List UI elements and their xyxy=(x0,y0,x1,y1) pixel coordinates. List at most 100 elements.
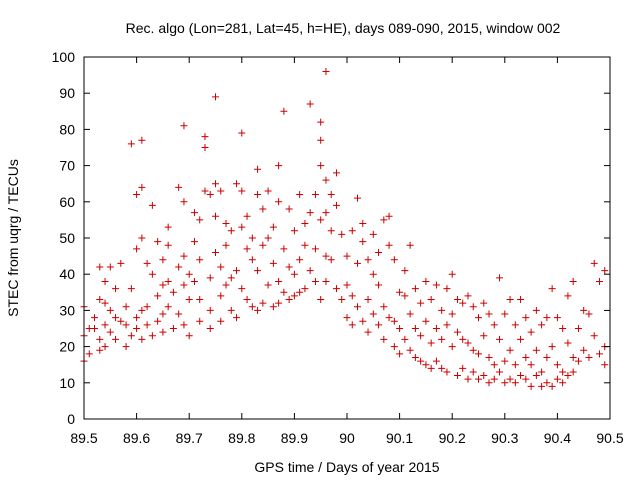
data-point xyxy=(248,303,256,311)
data-point xyxy=(354,194,362,202)
data-point xyxy=(301,285,309,293)
data-point xyxy=(601,267,609,275)
x-tick-label: 90.4 xyxy=(544,430,571,446)
data-point xyxy=(490,375,498,383)
data-point xyxy=(138,183,146,191)
data-point xyxy=(480,372,488,380)
data-point xyxy=(411,325,419,332)
data-point xyxy=(301,220,309,228)
data-point xyxy=(233,267,241,275)
data-point xyxy=(595,350,603,358)
data-point xyxy=(138,234,146,242)
data-point xyxy=(438,364,446,372)
data-point xyxy=(222,281,230,289)
data-point xyxy=(275,162,283,170)
data-point xyxy=(475,314,482,322)
data-point xyxy=(548,285,556,293)
data-point xyxy=(538,368,546,376)
x-tick-label: 90.5 xyxy=(596,430,623,446)
x-tick-label: 90.2 xyxy=(439,430,466,446)
data-point xyxy=(359,220,367,228)
data-point xyxy=(527,382,535,390)
data-point xyxy=(401,267,409,275)
data-point xyxy=(469,368,477,376)
data-point xyxy=(164,223,172,231)
data-point xyxy=(585,310,593,318)
data-point xyxy=(122,343,130,351)
data-point xyxy=(180,321,188,329)
data-point xyxy=(327,191,335,199)
data-point xyxy=(101,321,109,329)
data-point xyxy=(196,296,204,304)
data-point xyxy=(569,353,577,361)
data-point xyxy=(559,325,567,332)
data-point xyxy=(264,187,272,195)
data-point xyxy=(532,346,540,354)
data-point xyxy=(553,375,561,383)
data-point xyxy=(169,288,177,296)
data-point xyxy=(338,230,346,238)
data-point xyxy=(185,296,193,304)
x-tick-label: 89.9 xyxy=(281,430,308,446)
data-point xyxy=(190,277,198,285)
data-point xyxy=(106,328,114,336)
data-point xyxy=(506,296,514,304)
data-point xyxy=(480,299,488,307)
data-point xyxy=(212,180,219,188)
data-point xyxy=(148,332,156,340)
data-point xyxy=(254,267,262,275)
data-point xyxy=(233,180,241,188)
data-point xyxy=(553,361,561,369)
data-point xyxy=(96,296,104,304)
data-point xyxy=(275,299,283,307)
x-axis-ticks: 89.5 89.6 89.7 89.8 89.9 90 90.1 90.2 90.3 90.4 90… xyxy=(70,57,624,446)
data-point xyxy=(443,368,451,376)
data-point xyxy=(196,317,204,325)
x-tick-label: 90.1 xyxy=(386,430,413,446)
data-point xyxy=(485,353,493,361)
data-point xyxy=(190,209,198,217)
data-point xyxy=(159,281,167,289)
data-point xyxy=(322,277,330,285)
data-point xyxy=(348,321,356,329)
data-point xyxy=(196,256,204,264)
data-point xyxy=(469,303,477,311)
data-point xyxy=(127,140,135,148)
data-point xyxy=(432,325,440,332)
data-point xyxy=(101,299,109,307)
data-point xyxy=(280,107,288,115)
data-point xyxy=(380,303,388,311)
y-tick-label: 30 xyxy=(59,302,75,318)
data-point xyxy=(238,187,246,195)
data-point xyxy=(422,277,430,285)
data-point xyxy=(306,100,314,108)
y-tick-label: 10 xyxy=(59,375,75,391)
data-point xyxy=(311,245,319,253)
data-point xyxy=(564,292,572,300)
data-point xyxy=(538,321,546,329)
data-point xyxy=(480,332,488,340)
data-point xyxy=(327,227,335,235)
data-point xyxy=(453,328,461,336)
data-point xyxy=(133,325,141,332)
y-tick-label: 90 xyxy=(59,85,75,101)
data-point xyxy=(553,314,561,322)
data-point xyxy=(227,306,235,314)
data-point xyxy=(464,292,472,300)
data-point xyxy=(290,270,298,278)
data-point xyxy=(580,306,588,314)
data-point xyxy=(96,346,104,354)
data-point xyxy=(185,332,193,340)
data-point xyxy=(138,136,146,144)
data-point xyxy=(317,162,325,170)
data-point xyxy=(559,368,567,376)
data-point xyxy=(275,198,283,206)
data-point xyxy=(543,353,551,361)
data-point xyxy=(317,118,325,126)
data-point xyxy=(101,343,109,351)
data-point xyxy=(443,285,451,293)
data-point xyxy=(301,241,309,249)
data-point xyxy=(143,303,151,311)
data-point xyxy=(443,321,451,329)
data-point xyxy=(296,288,304,296)
